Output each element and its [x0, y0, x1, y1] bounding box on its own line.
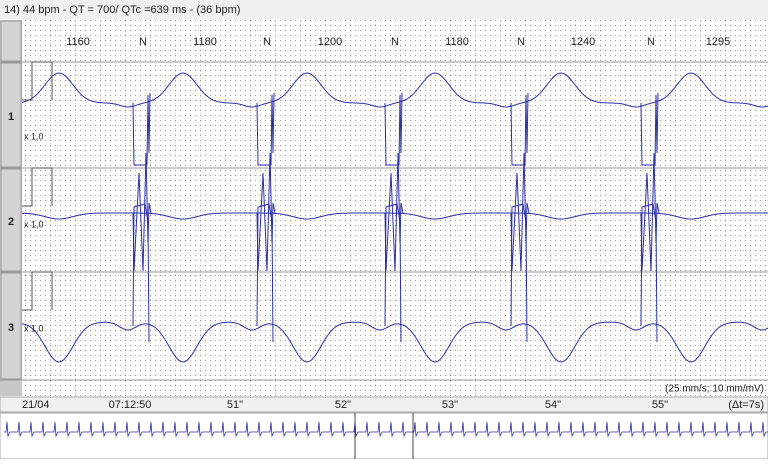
calibration-pulse [22, 61, 53, 101]
lead-label: 1 [8, 111, 14, 123]
calibration-pulse [22, 271, 53, 311]
lead-gain: x 1,0 [24, 131, 44, 141]
lead-3-trace [21, 321, 768, 363]
sidebar-tab[interactable] [0, 20, 22, 62]
lead-label: 3 [8, 322, 14, 334]
rhythm-trace [4, 421, 768, 438]
header-title: 14) 44 bpm - QT = 700/ QTc =639 ms - (36… [4, 4, 240, 16]
rr-interval: N [391, 36, 399, 48]
rr-interval: N [263, 36, 271, 48]
lead-2-qrs [132, 152, 660, 272]
lead-tab[interactable] [0, 272, 22, 380]
time-label: 54" [545, 399, 561, 411]
rr-interval: N [139, 36, 147, 48]
time-label: 53" [442, 399, 458, 411]
calibration-pulse [22, 167, 53, 207]
time-label: (Δt=7s) [728, 399, 764, 411]
lead-gain: x 1,0 [24, 323, 44, 333]
rhythm-strip [0, 412, 768, 460]
rr-interval: 1295 [706, 36, 730, 48]
rr-interval: 1200 [318, 36, 342, 48]
rr-interval: 1180 [445, 36, 469, 48]
time-label: 55" [652, 399, 668, 411]
lead-label: 2 [8, 216, 14, 228]
rr-interval: N [647, 36, 655, 48]
grid-major [22, 20, 768, 396]
lead-gain: x 1,0 [24, 219, 44, 229]
rr-interval: 1180 [193, 36, 217, 48]
time-label: 51" [227, 399, 243, 411]
rr-interval: 1160 [66, 36, 90, 48]
lead-tab[interactable] [0, 62, 22, 168]
lead-1-trace [21, 72, 768, 108]
rr-interval: N [517, 36, 525, 48]
header-bar [0, 0, 768, 19]
time-label: 07:12:50 [109, 399, 152, 411]
time-label: 52" [335, 399, 351, 411]
speed-label: (25 mm/s; 10 mm/mV) [665, 384, 764, 395]
time-label: 21/04 [22, 399, 50, 411]
rr-interval: 1240 [571, 36, 595, 48]
lead-1-qrs [132, 92, 659, 166]
lead-3-qrs [132, 203, 658, 343]
time-bar [0, 396, 768, 413]
lead-tab[interactable] [0, 168, 22, 272]
